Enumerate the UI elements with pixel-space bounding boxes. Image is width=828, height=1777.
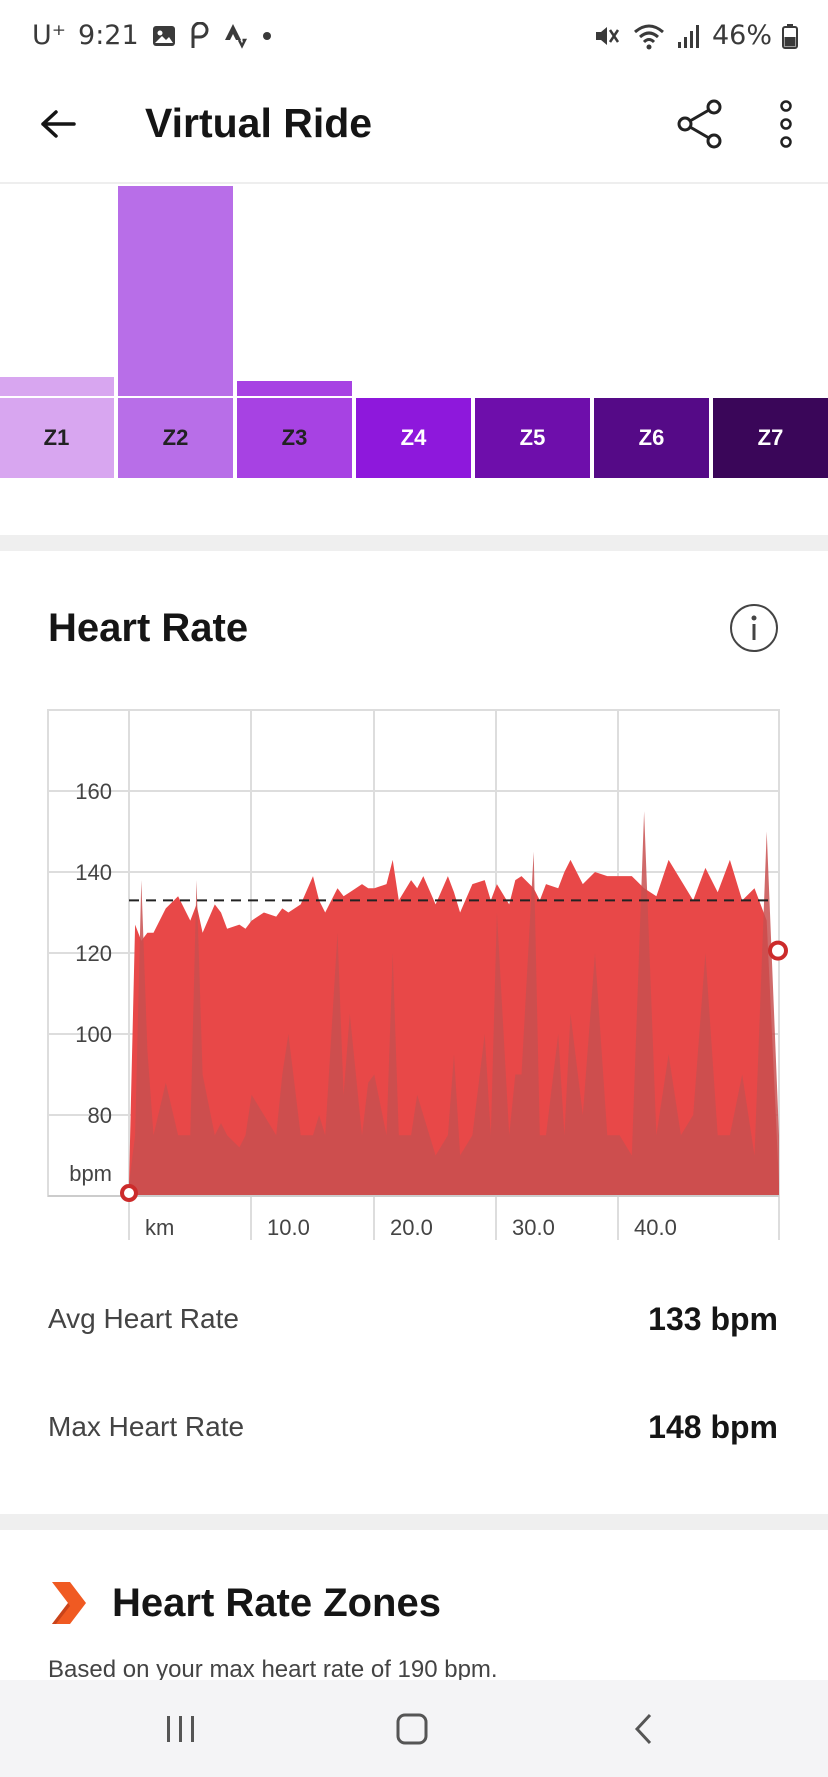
max-heart-rate-label: Max Heart Rate <box>48 1411 245 1442</box>
signal-icon <box>676 22 702 50</box>
more-vertical-icon <box>780 100 792 148</box>
zone-label-z6: Z6 <box>594 398 709 478</box>
y-unit-label: bpm <box>69 1161 112 1186</box>
zone-bar-z2 <box>118 186 233 396</box>
avg-heart-rate-label: Avg Heart Rate <box>48 1303 239 1334</box>
info-icon <box>751 615 757 640</box>
section-divider <box>0 535 828 551</box>
recents-icon <box>167 1716 194 1742</box>
page-title: Virtual Ride <box>145 100 373 146</box>
notification-dot-icon <box>261 30 273 42</box>
carrier-label: U⁺ <box>32 20 67 51</box>
x-unit-label: km <box>145 1215 174 1240</box>
zone-label-z4: Z4 <box>356 398 471 478</box>
home-button[interactable] <box>382 1704 442 1754</box>
hr-series-area <box>129 811 779 1196</box>
avg-heart-rate-value: 133 bpm <box>648 1301 778 1337</box>
share-button[interactable] <box>672 96 728 152</box>
y-tick-label: 120 <box>75 941 112 966</box>
strava-notification-icon <box>223 22 249 50</box>
back-nav-button[interactable] <box>614 1704 674 1754</box>
gallery-notification-icon <box>151 23 177 49</box>
back-chevron-icon <box>634 1713 652 1745</box>
x-tick-label: 10.0 <box>267 1215 310 1240</box>
end-handle <box>768 940 788 961</box>
strava-chevron-icon <box>52 1582 86 1624</box>
zone-label-z7: Z7 <box>713 398 828 478</box>
zone-label-z3: Z3 <box>237 398 352 478</box>
y-tick-label: 140 <box>75 860 112 885</box>
start-handle <box>120 1184 138 1202</box>
battery-percent: 46% <box>711 20 772 51</box>
heart-rate-title: Heart Rate <box>48 606 249 650</box>
x-tick-label: 20.0 <box>390 1215 433 1240</box>
y-tick-label: 80 <box>88 1103 112 1128</box>
zone-bar-z1 <box>0 377 114 396</box>
hr-zones-title: Heart Rate Zones <box>112 1580 441 1625</box>
heart-rate-chart: 160 140 120 100 80 bpm km 10.0 20.0 30.0 40.0 <box>0 700 828 1250</box>
hr-zones-subtitle: Based on your max heart rate of 190 bpm. <box>48 1656 498 1683</box>
power-zones-chart: Z1 Z2 Z3 Z4 Z5 Z6 Z7 <box>0 186 828 480</box>
max-heart-rate-value: 148 bpm <box>648 1409 778 1445</box>
zone-label-z2: Z2 <box>118 398 233 478</box>
mute-icon <box>592 21 622 51</box>
status-bar: U⁺ 9:21 46% <box>0 0 828 72</box>
wifi-icon <box>632 22 666 50</box>
system-nav-bar <box>0 1680 828 1777</box>
clock: 9:21 <box>78 20 139 51</box>
section-divider <box>0 1514 828 1530</box>
info-button[interactable] <box>730 604 778 652</box>
zone-label-z5: Z5 <box>475 398 590 478</box>
battery-icon <box>782 23 798 49</box>
zone-bar-z3 <box>237 381 352 396</box>
y-tick-label: 160 <box>75 779 112 804</box>
x-tick-label: 40.0 <box>634 1215 677 1240</box>
hr-zones-header: Heart Rate Zones <box>48 1580 441 1626</box>
home-icon <box>396 1713 428 1745</box>
recents-button[interactable] <box>151 1704 211 1754</box>
zone-label-z1: Z1 <box>0 398 114 478</box>
more-options-button[interactable] <box>758 96 814 152</box>
share-icon <box>677 99 722 149</box>
back-button[interactable] <box>30 96 86 152</box>
p-notification-icon <box>189 21 211 50</box>
x-tick-label: 30.0 <box>512 1215 555 1240</box>
y-tick-label: 100 <box>75 1022 112 1047</box>
back-arrow-icon <box>41 110 76 138</box>
app-header: Virtual Ride <box>0 72 828 184</box>
